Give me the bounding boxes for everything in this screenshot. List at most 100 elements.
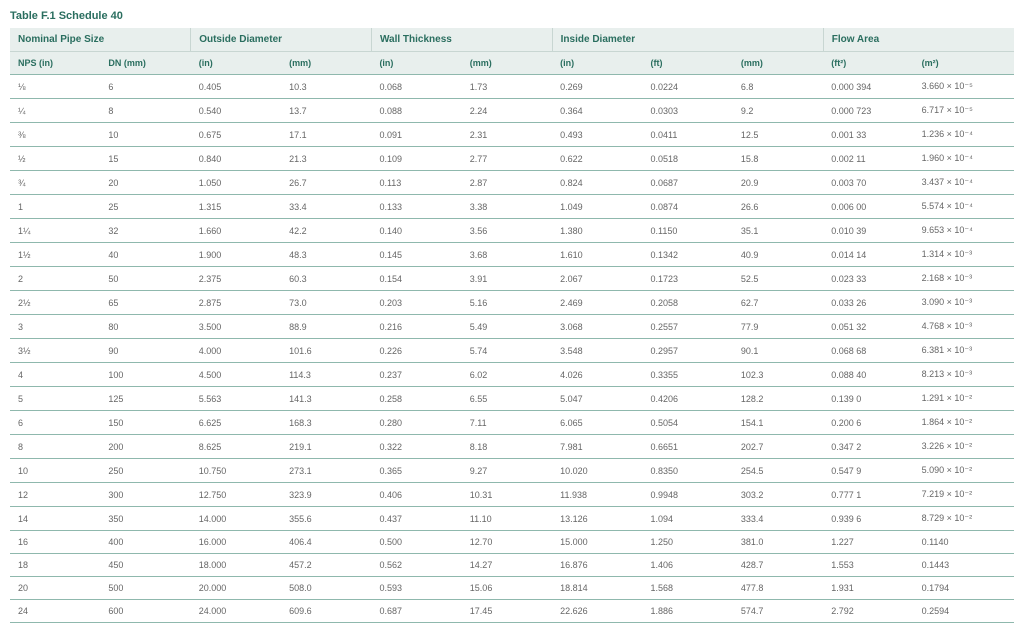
table-cell: 0.777 1 bbox=[823, 483, 913, 507]
table-cell: 6.625 bbox=[191, 411, 281, 435]
table-cell: 0.2058 bbox=[643, 291, 733, 315]
table-cell: 17.45 bbox=[462, 600, 552, 623]
table-cell: 6.02 bbox=[462, 363, 552, 387]
table-row: 3½904.000101.60.2265.743.5480.295790.10.… bbox=[10, 339, 1014, 363]
table-cell: 0.216 bbox=[371, 315, 461, 339]
table-cell: 12.70 bbox=[462, 531, 552, 554]
table-cell: 1.236 × 10⁻⁴ bbox=[914, 123, 1014, 147]
table-cell: 0.939 6 bbox=[823, 507, 913, 531]
table-cell: 10.31 bbox=[462, 483, 552, 507]
table-cell: 0.0224 bbox=[643, 75, 733, 99]
table-cell: 0.140 bbox=[371, 219, 461, 243]
table-cell: 4 bbox=[10, 363, 100, 387]
table-cell: 1.094 bbox=[643, 507, 733, 531]
table-cell: 1 bbox=[10, 195, 100, 219]
table-cell: 10 bbox=[10, 459, 100, 483]
table-cell: ¾ bbox=[10, 171, 100, 195]
table-cell: 3 bbox=[10, 315, 100, 339]
table-cell: 5 bbox=[10, 387, 100, 411]
table-cell: 90 bbox=[100, 339, 190, 363]
table-cell: 0.1150 bbox=[643, 219, 733, 243]
table-cell: 500 bbox=[100, 577, 190, 600]
table-cell: 14 bbox=[10, 507, 100, 531]
table-cell: 16.000 bbox=[191, 531, 281, 554]
table-cell: 9.653 × 10⁻⁴ bbox=[914, 219, 1014, 243]
table-cell: 10.020 bbox=[552, 459, 642, 483]
table-cell: 0.493 bbox=[552, 123, 642, 147]
table-row: 41004.500114.30.2376.024.0260.3355102.30… bbox=[10, 363, 1014, 387]
column-group-header: Wall Thickness bbox=[371, 28, 552, 52]
table-cell: 0.088 40 bbox=[823, 363, 913, 387]
table-cell: 0.237 bbox=[371, 363, 461, 387]
table-row: ¼80.54013.70.0882.240.3640.03039.20.000 … bbox=[10, 99, 1014, 123]
table-cell: 0.2557 bbox=[643, 315, 733, 339]
table-cell: ¼ bbox=[10, 99, 100, 123]
table-cell: 128.2 bbox=[733, 387, 823, 411]
header-group-row: Nominal Pipe SizeOutside DiameterWall Th… bbox=[10, 28, 1014, 52]
table-cell: 250 bbox=[100, 459, 190, 483]
table-cell: 1.049 bbox=[552, 195, 642, 219]
table-cell: 8 bbox=[10, 435, 100, 459]
table-cell: ½ bbox=[10, 147, 100, 171]
table-cell: 3.38 bbox=[462, 195, 552, 219]
column-group-header: Inside Diameter bbox=[552, 28, 823, 52]
table-cell: 0.322 bbox=[371, 435, 461, 459]
table-cell: 2.24 bbox=[462, 99, 552, 123]
table-cell: 202.7 bbox=[733, 435, 823, 459]
table-cell: 13.7 bbox=[281, 99, 371, 123]
table-cell: 2.375 bbox=[191, 267, 281, 291]
table-row: 61506.625168.30.2807.116.0650.5054154.10… bbox=[10, 411, 1014, 435]
table-cell: 24 bbox=[10, 600, 100, 623]
table-cell: 2.875 bbox=[191, 291, 281, 315]
table-cell: 125 bbox=[100, 387, 190, 411]
table-cell: 14.000 bbox=[191, 507, 281, 531]
table-cell: 0.145 bbox=[371, 243, 461, 267]
table-cell: 141.3 bbox=[281, 387, 371, 411]
table-cell: 457.2 bbox=[281, 554, 371, 577]
table-cell: 40 bbox=[100, 243, 190, 267]
column-sub-header: (in) bbox=[191, 52, 281, 75]
table-cell: 1.900 bbox=[191, 243, 281, 267]
table-cell: 0.364 bbox=[552, 99, 642, 123]
table-cell: 80 bbox=[100, 315, 190, 339]
table-cell: 5.16 bbox=[462, 291, 552, 315]
table-cell: 5.563 bbox=[191, 387, 281, 411]
table-cell: 11.10 bbox=[462, 507, 552, 531]
table-cell: 406.4 bbox=[281, 531, 371, 554]
column-sub-header: (ft²) bbox=[823, 52, 913, 75]
table-cell: 15 bbox=[100, 147, 190, 171]
table-cell: 9.27 bbox=[462, 459, 552, 483]
table-cell: 65 bbox=[100, 291, 190, 315]
table-cell: 90.1 bbox=[733, 339, 823, 363]
table-cell: 168.3 bbox=[281, 411, 371, 435]
table-row: 82008.625219.10.3228.187.9810.6651202.70… bbox=[10, 435, 1014, 459]
table-cell: 381.0 bbox=[733, 531, 823, 554]
table-cell: 1.315 bbox=[191, 195, 281, 219]
table-cell: 1.886 bbox=[643, 600, 733, 623]
table-cell: 0.000 394 bbox=[823, 75, 913, 99]
table-row: ¾201.05026.70.1132.870.8240.068720.90.00… bbox=[10, 171, 1014, 195]
table-cell: 3.548 bbox=[552, 339, 642, 363]
table-cell: 0.824 bbox=[552, 171, 642, 195]
table-cell: 4.026 bbox=[552, 363, 642, 387]
table-cell: 1.568 bbox=[643, 577, 733, 600]
column-sub-header: (m²) bbox=[914, 52, 1014, 75]
table-cell: 20.9 bbox=[733, 171, 823, 195]
table-cell: 7.219 × 10⁻² bbox=[914, 483, 1014, 507]
table-cell: 20 bbox=[100, 171, 190, 195]
table-cell: 5.574 × 10⁻⁴ bbox=[914, 195, 1014, 219]
table-cell: 13.126 bbox=[552, 507, 642, 531]
table-cell: 3.91 bbox=[462, 267, 552, 291]
table-cell: 7.981 bbox=[552, 435, 642, 459]
table-cell: 1.380 bbox=[552, 219, 642, 243]
table-cell: 0.500 bbox=[371, 531, 461, 554]
table-row: 1230012.750323.90.40610.3111.9380.994830… bbox=[10, 483, 1014, 507]
table-cell: 10 bbox=[100, 123, 190, 147]
table-title: Table F.1 Schedule 40 bbox=[10, 10, 1014, 22]
table-cell: 2.168 × 10⁻³ bbox=[914, 267, 1014, 291]
table-cell: 154.1 bbox=[733, 411, 823, 435]
table-cell: 333.4 bbox=[733, 507, 823, 531]
table-cell: 0.0518 bbox=[643, 147, 733, 171]
table-cell: 3.68 bbox=[462, 243, 552, 267]
table-cell: 0.051 32 bbox=[823, 315, 913, 339]
